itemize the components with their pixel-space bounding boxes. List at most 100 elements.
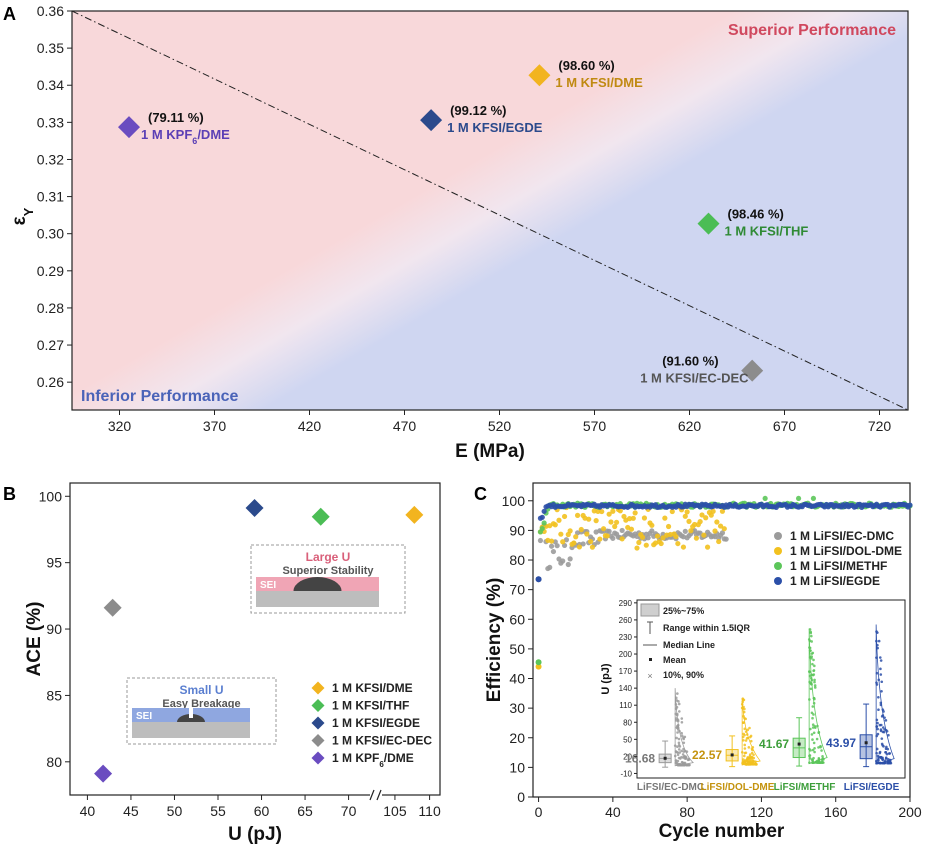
- legend-marker: [774, 532, 782, 540]
- legend-marker: [774, 577, 782, 585]
- distribution-point: [749, 734, 753, 738]
- data-point-diamond: [245, 498, 264, 517]
- distribution-point: [680, 760, 684, 764]
- x-tick-label: 40: [80, 803, 96, 819]
- inset-frame: [636, 599, 906, 779]
- distribution-point: [813, 724, 817, 728]
- legend-label: 1 M KFSI/EGDE: [332, 716, 420, 730]
- x-tick-label: 105: [383, 803, 407, 819]
- series-point: [691, 527, 698, 534]
- point-percent-label: (99.12 %): [450, 103, 506, 118]
- distribution-point: [742, 721, 745, 724]
- y-tick-label: 0.30: [37, 226, 64, 242]
- point-name-label: 1 M KFSI/DME: [555, 75, 643, 90]
- distribution-point: [680, 720, 684, 724]
- distribution-point: [745, 737, 749, 740]
- data-point-diamond: [697, 212, 720, 235]
- panel-c-x-axis-label: Cycle number: [659, 821, 785, 842]
- data-point-diamond: [528, 64, 551, 87]
- legend-label: 1 M KFSI/THF: [332, 699, 409, 713]
- y-tick-label: 0.33: [37, 114, 64, 130]
- series-point: [684, 509, 690, 515]
- distribution-point: [880, 690, 883, 693]
- distribution-point: [743, 727, 747, 731]
- series-point: [560, 558, 566, 564]
- distribution-point: [813, 684, 817, 687]
- x-tick-label: 620: [678, 418, 702, 434]
- distribution-point: [676, 731, 679, 734]
- inset-legend-label: Range within 1.5IQR: [663, 623, 751, 633]
- series-point: [535, 663, 542, 670]
- point-percent-label: (98.46 %): [728, 207, 784, 222]
- sei-label: SEI: [260, 580, 276, 591]
- data-point-diamond: [311, 507, 330, 526]
- data-point-diamond: [405, 505, 424, 524]
- y-tick-label: 0.28: [37, 300, 64, 316]
- distribution-point: [810, 733, 814, 736]
- y-tick-label: 0.35: [37, 40, 64, 56]
- series-point: [636, 539, 642, 546]
- series-point: [600, 526, 607, 532]
- series-point: [599, 508, 605, 515]
- panel-b-x-axis-label: U (pJ): [228, 824, 282, 845]
- legend-label: 1 M KFSI/EC-DEC: [332, 734, 432, 748]
- distribution-point: [748, 757, 752, 761]
- distribution-point: [676, 759, 680, 763]
- series-point: [639, 534, 646, 540]
- distribution-point: [687, 763, 691, 767]
- series-point: [610, 535, 616, 541]
- data-point-diamond: [103, 598, 122, 617]
- panel-c-letter: C: [474, 484, 487, 504]
- panel-a-chart: A 320 370 420 470 520 570 620 670 720 0.26 0.27 0.2…: [3, 3, 909, 462]
- series-point: [554, 543, 560, 549]
- series-point: [567, 528, 573, 534]
- distribution-point: [879, 723, 883, 727]
- group-name-label: LiFSI/METHF: [774, 782, 836, 793]
- box-mean-marker: [730, 753, 734, 757]
- series-point: [567, 556, 573, 562]
- distribution-point: [748, 726, 751, 730]
- series-point: [697, 519, 703, 525]
- point-percent-label: (91.60 %): [662, 354, 718, 369]
- y-tick-label: 85: [46, 687, 62, 703]
- y-tick-label: 70: [509, 582, 525, 598]
- panel-b-y-axis-label: ACE (%): [24, 602, 45, 677]
- series-point: [539, 525, 545, 532]
- legend-box-swatch: [640, 603, 660, 617]
- series-point: [619, 536, 625, 542]
- distribution-point: [812, 669, 815, 673]
- data-point-diamond: [94, 764, 113, 783]
- distribution-point: [878, 656, 882, 659]
- distribution-point: [741, 761, 744, 765]
- distribution-point: [813, 750, 816, 754]
- panel-a-frame: [71, 10, 909, 411]
- distribution-point: [811, 651, 815, 655]
- series-point: [686, 518, 692, 524]
- distribution-point: [749, 739, 753, 743]
- distribution-point: [876, 732, 880, 736]
- point-name-label: 1 M KFSI/THF: [725, 224, 809, 239]
- x-tick-label: 720: [868, 418, 892, 434]
- x-tick-label: 45: [123, 803, 139, 819]
- series-point: [565, 561, 571, 568]
- series-point: [586, 516, 592, 522]
- series-point: [691, 521, 698, 528]
- y-tick-label: 10: [509, 759, 525, 775]
- series-point: [704, 544, 711, 550]
- series-point: [606, 528, 612, 534]
- distribution-point: [677, 748, 681, 751]
- data-point-diamond: [741, 359, 764, 382]
- series-point: [617, 508, 623, 514]
- distribution-point: [675, 736, 678, 740]
- point-name-label: 1 M KPF6/DME: [141, 127, 230, 146]
- inset-y-tick-label: 140: [619, 684, 633, 693]
- series-point: [571, 540, 577, 546]
- distribution-point: [876, 758, 880, 761]
- distribution-point: [810, 711, 814, 715]
- series-point: [688, 528, 694, 534]
- point-percent-label: (79.11 %): [148, 110, 204, 125]
- inset-y-tick-label: 20: [623, 752, 632, 761]
- x-tick-label: 120: [750, 804, 774, 820]
- series-point: [587, 538, 594, 545]
- series-point: [628, 526, 635, 532]
